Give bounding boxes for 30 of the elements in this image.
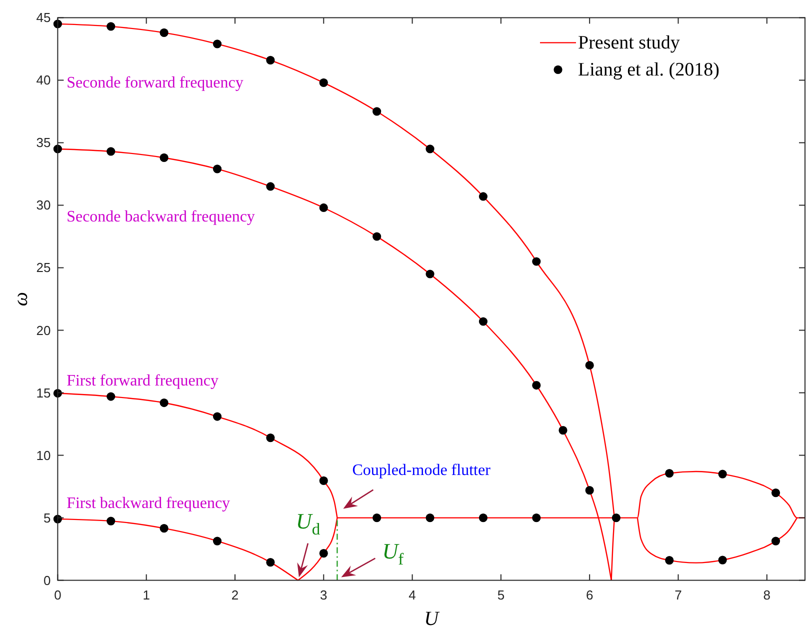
- x-tick-label: 5: [497, 587, 505, 602]
- x-tick-label: 3: [320, 587, 328, 602]
- x-tick-label: 0: [54, 587, 62, 602]
- x-tick-label: 1: [142, 587, 150, 602]
- y-tick-label: 5: [43, 510, 51, 526]
- x-tick-label: 2: [231, 587, 239, 602]
- annotation: First backward frequency: [66, 494, 230, 512]
- y-tick-label: 0: [43, 572, 51, 588]
- y-tick-label: 15: [36, 385, 51, 400]
- annotation: First forward frequency: [66, 372, 219, 390]
- x-tick-label: 4: [408, 587, 416, 602]
- annotation: U$_{d}$: [296, 508, 321, 538]
- y-tick-label: 10: [36, 448, 51, 463]
- x-axis-title: U: [424, 608, 440, 630]
- annotation: U$_{f}$: [382, 538, 404, 568]
- y-tick-label: 30: [36, 198, 51, 213]
- annotation: Coupled-mode flutter: [352, 462, 492, 479]
- legend-label: Present study: [578, 32, 680, 54]
- x-tick-label: 8: [763, 587, 770, 602]
- legend-label: Liang et al. (2018): [578, 60, 720, 81]
- y-tick-label: 20: [36, 322, 51, 338]
- annotation: Seconde backward frequency: [66, 208, 255, 226]
- annotation: Seconde forward frequency: [66, 74, 244, 92]
- y-tick-label: 35: [36, 135, 51, 150]
- y-axis-title: ω: [10, 292, 32, 306]
- y-tick-label: 25: [36, 260, 51, 276]
- x-tick-label: 6: [586, 587, 594, 602]
- y-tick-label: 40: [36, 72, 51, 88]
- x-tick-label: 7: [674, 587, 682, 602]
- y-tick-label: 45: [36, 10, 51, 26]
